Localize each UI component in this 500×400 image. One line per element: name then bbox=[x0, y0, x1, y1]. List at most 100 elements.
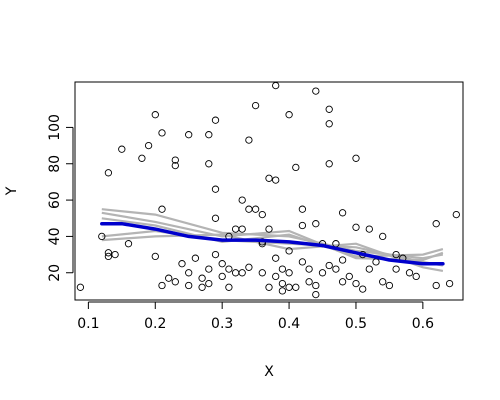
data-point bbox=[225, 283, 233, 291]
data-point bbox=[392, 250, 400, 259]
data-point bbox=[338, 209, 347, 217]
data-point bbox=[251, 205, 260, 213]
x-axis: 0.1 0.2 0.3 0.4 0.5 0.6 bbox=[77, 301, 434, 332]
data-point bbox=[211, 250, 220, 259]
data-point bbox=[218, 272, 226, 281]
x-tick-label: 0.3 bbox=[211, 316, 233, 332]
data-point bbox=[352, 279, 360, 288]
data-point bbox=[305, 265, 313, 273]
data-point bbox=[158, 205, 166, 213]
data-point bbox=[432, 281, 440, 290]
data-point bbox=[198, 274, 206, 282]
data-point bbox=[405, 269, 414, 277]
data-point bbox=[278, 265, 287, 273]
data-point bbox=[292, 283, 300, 291]
data-point bbox=[379, 232, 387, 241]
data-point bbox=[365, 225, 373, 233]
data-point bbox=[238, 225, 246, 233]
data-point bbox=[345, 272, 353, 281]
data-point bbox=[272, 254, 280, 262]
data-point bbox=[171, 161, 179, 170]
y-tick-label: 100 bbox=[47, 114, 63, 141]
data-point bbox=[258, 269, 266, 277]
data-point bbox=[312, 220, 320, 228]
fit-curve-layer bbox=[100, 221, 445, 266]
x-axis-label: X bbox=[264, 364, 274, 380]
data-point bbox=[104, 252, 113, 261]
data-point bbox=[151, 252, 159, 261]
data-point bbox=[104, 169, 113, 177]
data-point bbox=[332, 265, 340, 273]
data-point bbox=[365, 265, 373, 273]
data-point bbox=[211, 214, 220, 222]
data-point bbox=[151, 111, 159, 119]
data-point bbox=[205, 279, 213, 288]
data-point bbox=[118, 145, 126, 153]
data-point bbox=[379, 278, 387, 286]
data-points bbox=[76, 81, 460, 299]
data-point bbox=[245, 263, 253, 271]
data-point bbox=[211, 116, 220, 124]
data-point bbox=[231, 225, 240, 233]
data-point bbox=[272, 176, 280, 184]
data-point bbox=[185, 269, 193, 277]
data-point bbox=[111, 250, 119, 259]
data-point bbox=[298, 205, 307, 213]
data-point bbox=[144, 141, 153, 150]
data-point bbox=[292, 163, 300, 172]
data-point bbox=[251, 101, 260, 110]
data-point bbox=[285, 283, 293, 291]
data-point bbox=[171, 156, 179, 164]
data-point bbox=[198, 283, 206, 291]
data-point bbox=[265, 225, 273, 233]
y-axis: 20 40 60 80 100 bbox=[47, 114, 74, 282]
data-point bbox=[285, 269, 293, 277]
data-point bbox=[325, 120, 333, 128]
data-point bbox=[245, 205, 253, 213]
data-point bbox=[158, 281, 166, 290]
band-line-2 bbox=[101, 229, 444, 267]
data-point bbox=[272, 81, 280, 90]
data-point bbox=[158, 129, 166, 137]
data-point bbox=[285, 111, 293, 119]
y-tick-label: 40 bbox=[47, 227, 63, 245]
data-point bbox=[325, 160, 333, 168]
data-point bbox=[278, 287, 287, 295]
fit-line bbox=[100, 221, 445, 266]
data-point bbox=[312, 87, 320, 95]
plot-box bbox=[74, 81, 464, 301]
data-point bbox=[325, 261, 333, 270]
y-tick-label: 80 bbox=[47, 155, 63, 173]
data-point bbox=[205, 131, 213, 139]
data-point bbox=[185, 131, 193, 139]
x-tick-label: 0.4 bbox=[278, 316, 300, 332]
data-point bbox=[76, 283, 85, 291]
data-point bbox=[138, 154, 146, 162]
data-point bbox=[298, 258, 307, 266]
y-axis-label: Y bbox=[4, 186, 20, 196]
band-line-5 bbox=[101, 211, 444, 262]
data-point bbox=[171, 278, 179, 286]
data-point bbox=[352, 223, 360, 231]
x-tick-label: 0.5 bbox=[345, 316, 367, 332]
data-point bbox=[258, 210, 266, 219]
data-point bbox=[432, 220, 440, 228]
data-point bbox=[178, 260, 186, 268]
data-point bbox=[338, 278, 347, 286]
data-point bbox=[191, 254, 200, 262]
data-point bbox=[218, 260, 226, 268]
data-point bbox=[205, 265, 213, 273]
data-point bbox=[272, 272, 280, 281]
band-line-4 bbox=[101, 233, 444, 272]
data-point bbox=[452, 210, 460, 219]
band-line-3 bbox=[101, 217, 444, 258]
data-point bbox=[165, 274, 173, 282]
data-point bbox=[265, 174, 273, 182]
data-point bbox=[385, 281, 394, 290]
data-point bbox=[359, 285, 367, 293]
data-point bbox=[338, 256, 347, 264]
y-tick-label: 60 bbox=[47, 191, 63, 209]
data-point bbox=[318, 269, 327, 277]
band-line-1 bbox=[101, 208, 444, 260]
